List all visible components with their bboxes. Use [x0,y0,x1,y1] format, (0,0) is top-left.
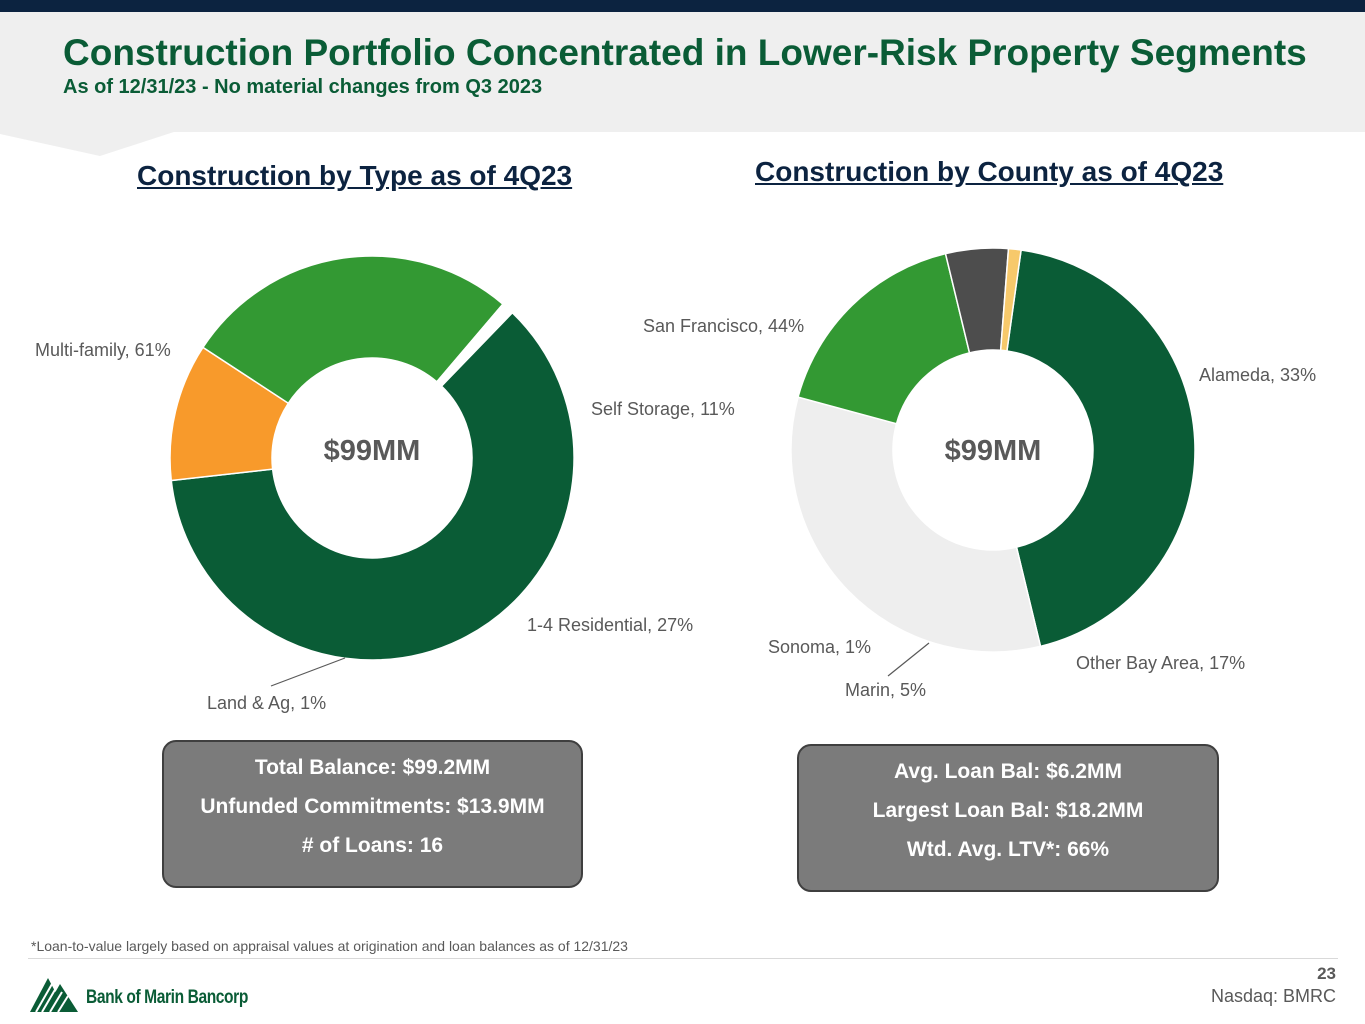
center-total-by-county: $99MM [945,435,1042,467]
footer-divider [28,958,1338,959]
slice-label-multi-family: Multi-family, 61% [35,340,171,360]
slice-label-alameda: Alameda, 33% [1199,365,1316,385]
top-bar [0,0,1365,12]
slice-label-residential: 1-4 Residential, 27% [527,615,693,635]
slice-land-ag [435,303,514,388]
mountain-logo-icon [30,978,78,1013]
total-balance-text: Total Balance: $99.2MM [254,756,491,779]
slice-label-land-ag: Land & Ag, 1% [207,693,326,713]
marin-leader-line [887,642,930,677]
donut-chart-by-type [169,255,575,661]
slice-1-4-residential [201,255,504,405]
chart-title-by-type: Construction by Type as of 4Q23 [137,160,573,191]
summary-box-balances: Total Balance: $99.2MM Unfunded Commitme… [162,740,583,888]
header-notch [0,130,180,156]
header-banner [0,12,1365,132]
ticker-symbol: Nasdaq: BMRC [1210,986,1336,1006]
slice-label-san-francisco: San Francisco, 44% [643,316,804,336]
land-ag-leader-line [270,657,346,687]
slice-alameda [790,396,1042,653]
slice-label-sonoma: Sonoma, 1% [768,637,871,657]
donut-chart-by-county [790,247,1196,653]
slice-label-other-bay-area: Other Bay Area, 17% [1076,653,1245,673]
slice-multi-family [170,311,575,661]
avg-loan-balance-text: Avg. Loan Bal: $6.2MM [894,760,1122,783]
slice-label-marin: Marin, 5% [845,680,926,700]
weighted-ltv-text: Wtd. Avg. LTV*: 66% [906,838,1110,861]
loan-count-text: # of Loans: 16 [301,834,444,857]
page-title: Construction Portfolio Concentrated in L… [63,32,1307,73]
summary-box-loan-stats: Avg. Loan Bal: $6.2MM Largest Loan Bal: … [797,744,1219,892]
slice-san-francisco [1006,249,1196,648]
page-subtitle: As of 12/31/23 - No material changes fro… [63,76,543,98]
page-number: 23 [1317,964,1336,983]
center-total-by-type: $99MM [324,435,421,467]
unfunded-commitments-text: Unfunded Commitments: $13.9MM [200,795,545,818]
chart-title-by-county: Construction by County as of 4Q23 [755,156,1224,187]
largest-loan-balance-text: Largest Loan Bal: $18.2MM [872,799,1144,822]
slice-label-self-storage: Self Storage, 11% [591,399,735,419]
company-logo: Bank of Marin Bancorp [28,972,268,1014]
footnote: *Loan-to-value largely based on appraisa… [31,938,628,954]
company-name: Bank of Marin Bancorp [86,987,248,1008]
slice-sonoma [999,247,1022,352]
slice-other-bay-area [797,252,971,425]
